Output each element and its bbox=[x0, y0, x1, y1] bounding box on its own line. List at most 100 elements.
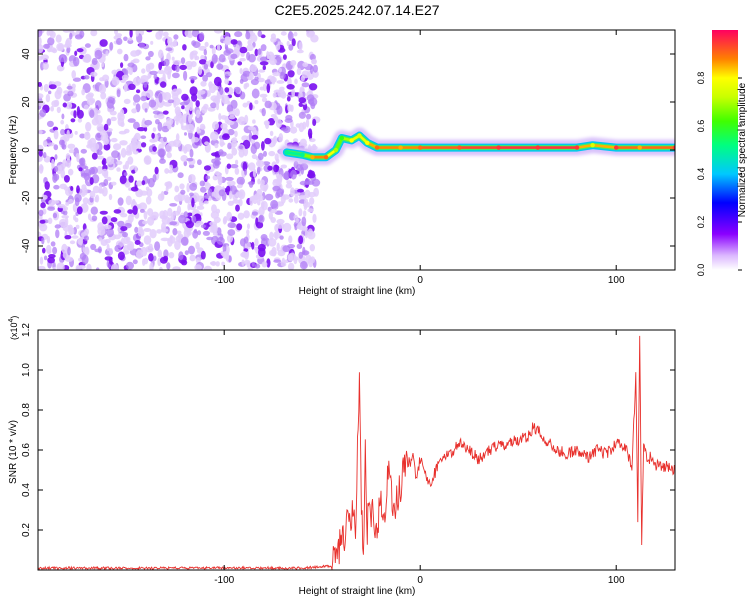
noise-speckle bbox=[147, 62, 155, 70]
noise-speckle bbox=[275, 43, 281, 51]
noise-speckle bbox=[248, 162, 256, 171]
noise-speckle bbox=[234, 167, 240, 175]
snr-y-multiplier-exp: 4 bbox=[8, 318, 15, 322]
noise-speckle bbox=[67, 224, 73, 231]
noise-speckle bbox=[125, 195, 132, 206]
noise-speckle bbox=[238, 145, 244, 150]
noise-speckle bbox=[311, 178, 321, 187]
noise-speckle bbox=[224, 78, 230, 85]
noise-speckle bbox=[126, 66, 132, 71]
x-tick-label: 100 bbox=[608, 575, 625, 586]
noise-speckle bbox=[280, 164, 288, 169]
noise-speckle bbox=[269, 249, 277, 257]
noise-speckle bbox=[161, 216, 171, 225]
noise-speckle bbox=[129, 30, 133, 38]
noise-speckle bbox=[293, 195, 299, 204]
noise-speckle bbox=[308, 97, 318, 107]
noise-speckle bbox=[184, 132, 187, 136]
noise-speckle bbox=[261, 261, 268, 268]
noise-speckle bbox=[180, 57, 186, 65]
noise-speckle bbox=[235, 204, 240, 212]
noise-speckle bbox=[141, 180, 146, 186]
noise-speckle bbox=[249, 102, 253, 111]
ridge-point bbox=[310, 155, 315, 160]
noise-speckle bbox=[52, 173, 58, 183]
noise-speckle bbox=[84, 228, 90, 236]
noise-speckle bbox=[304, 229, 309, 239]
noise-speckle bbox=[52, 126, 59, 131]
noise-speckle bbox=[53, 129, 59, 140]
noise-speckle bbox=[174, 240, 181, 251]
noise-speckle bbox=[260, 34, 266, 39]
noise-speckle bbox=[277, 174, 283, 182]
noise-speckle bbox=[287, 254, 294, 262]
noise-speckle bbox=[138, 202, 148, 211]
noise-speckle bbox=[164, 181, 172, 187]
noise-speckle bbox=[276, 242, 280, 252]
noise-speckle bbox=[103, 123, 109, 131]
ridge-point bbox=[323, 155, 329, 160]
noise-speckle bbox=[302, 62, 309, 68]
noise-speckle bbox=[214, 171, 220, 176]
noise-speckle bbox=[232, 199, 241, 204]
heatmap-noise-region bbox=[38, 30, 321, 270]
noise-speckle bbox=[290, 169, 297, 180]
noise-speckle bbox=[106, 99, 114, 109]
noise-speckle bbox=[168, 169, 174, 174]
figure-title: C2E5.2025.242.07.14.E27 bbox=[274, 2, 439, 18]
noise-speckle bbox=[169, 221, 178, 226]
noise-speckle bbox=[163, 249, 169, 258]
noise-speckle bbox=[223, 216, 228, 224]
noise-speckle bbox=[60, 119, 65, 125]
noise-speckle bbox=[224, 36, 230, 41]
noise-speckle bbox=[254, 263, 261, 269]
noise-speckle bbox=[189, 148, 194, 158]
noise-speckle bbox=[218, 54, 226, 63]
noise-speckle bbox=[114, 245, 122, 252]
noise-speckle bbox=[92, 185, 100, 194]
noise-speckle bbox=[67, 90, 74, 97]
noise-speckle bbox=[82, 197, 89, 205]
noise-speckle bbox=[227, 128, 235, 136]
noise-speckle bbox=[136, 89, 141, 94]
noise-speckle bbox=[177, 233, 184, 239]
noise-speckle bbox=[211, 152, 220, 157]
noise-speckle bbox=[83, 104, 89, 110]
noise-speckle bbox=[127, 118, 136, 123]
noise-speckle bbox=[55, 34, 62, 43]
noise-speckle bbox=[163, 136, 167, 142]
noise-speckle bbox=[189, 86, 198, 96]
noise-speckle bbox=[259, 93, 268, 98]
noise-speckle bbox=[130, 186, 139, 192]
noise-speckle bbox=[261, 107, 266, 117]
noise-speckle bbox=[44, 181, 50, 190]
ridge-point bbox=[418, 145, 423, 150]
noise-speckle bbox=[199, 59, 207, 65]
noise-speckle bbox=[64, 256, 74, 262]
noise-speckle bbox=[183, 228, 190, 239]
noise-speckle bbox=[56, 262, 65, 270]
noise-speckle bbox=[160, 81, 167, 88]
noise-speckle bbox=[53, 166, 59, 173]
noise-speckle bbox=[275, 118, 283, 128]
noise-speckle bbox=[95, 100, 102, 110]
noise-speckle bbox=[164, 66, 171, 71]
noise-speckle bbox=[90, 30, 98, 37]
noise-speckle bbox=[77, 238, 84, 245]
noise-speckle bbox=[181, 125, 188, 131]
noise-speckle bbox=[87, 213, 92, 221]
noise-speckle bbox=[301, 250, 310, 256]
noise-speckle bbox=[247, 39, 252, 46]
noise-speckle bbox=[167, 37, 173, 46]
noise-speckle bbox=[75, 153, 80, 160]
noise-speckle bbox=[122, 231, 128, 238]
noise-speckle bbox=[309, 197, 315, 205]
snr-y-multiplier: (x104) bbox=[8, 316, 19, 340]
noise-speckle bbox=[257, 178, 261, 185]
noise-speckle bbox=[101, 62, 105, 67]
noise-speckle bbox=[254, 48, 259, 57]
noise-speckle bbox=[254, 76, 259, 81]
noise-speckle bbox=[251, 211, 258, 216]
noise-speckle bbox=[296, 49, 304, 54]
